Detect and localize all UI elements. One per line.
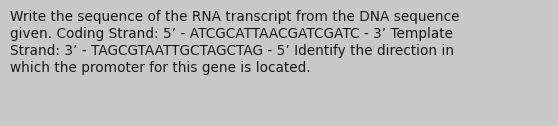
Text: which the promoter for this gene is located.: which the promoter for this gene is loca… xyxy=(10,61,311,75)
Text: Strand: 3’ - TAGCGTAATTGCTAGCTAG - 5’ Identify the direction in: Strand: 3’ - TAGCGTAATTGCTAGCTAG - 5’ Id… xyxy=(10,44,454,58)
Text: Write the sequence of the RNA transcript from the DNA sequence: Write the sequence of the RNA transcript… xyxy=(10,10,459,24)
Text: given. Coding Strand: 5’ - ATCGCATTAACGATCGATC - 3’ Template: given. Coding Strand: 5’ - ATCGCATTAACGA… xyxy=(10,27,453,41)
